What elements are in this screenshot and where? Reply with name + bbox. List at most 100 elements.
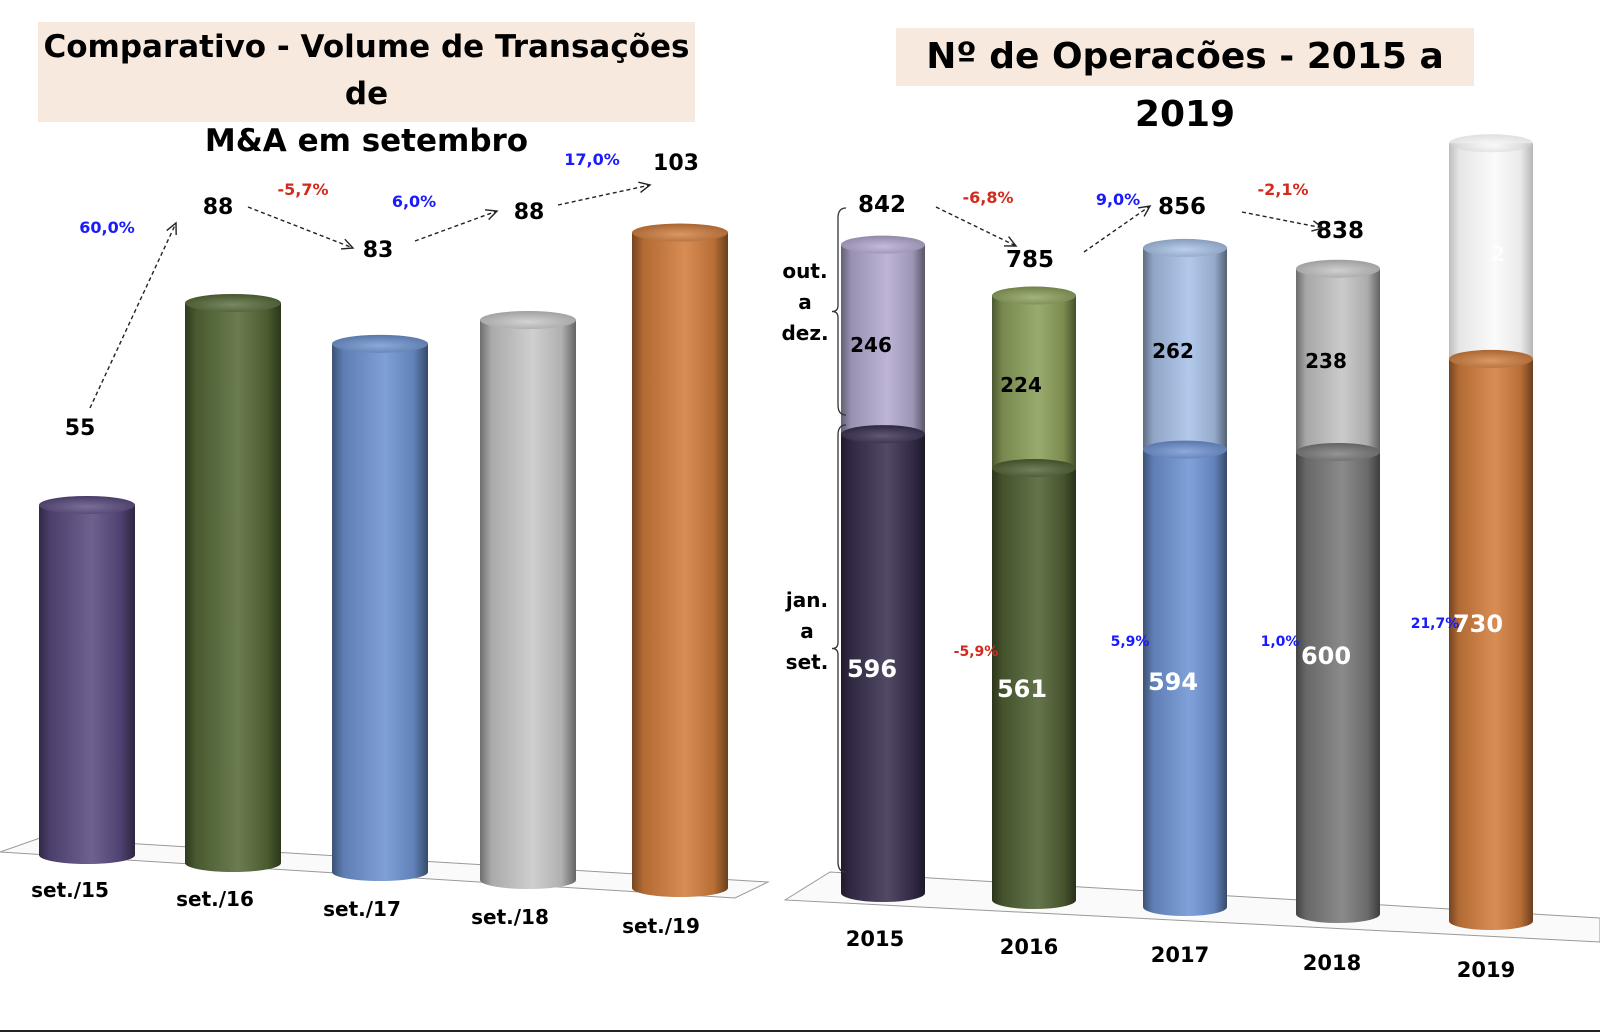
bar-set19-body: [632, 232, 728, 897]
bar-upper-2016-cap: [992, 286, 1076, 305]
left-chart: 55 88 83 88 103 set./15 set./16 set./17 set./18 s…: [0, 150, 770, 938]
lower-segment-label-4: 730: [1453, 610, 1503, 638]
category-label-0: set./15: [31, 878, 109, 902]
bar-lower-2019: [1449, 349, 1533, 930]
value-label-2: 83: [363, 238, 394, 263]
bar-set17: [332, 334, 428, 881]
bar-set16-body: [185, 303, 281, 872]
bar-upper-2016-body: [992, 295, 1076, 478]
value-label-3: 88: [514, 200, 545, 225]
bar-lower-2017: [1143, 440, 1227, 916]
bar-set19-cap: [632, 223, 728, 242]
bar-upper-2015-cap: [841, 235, 925, 254]
ytd-change-label-1: 5,9%: [1111, 634, 1150, 650]
upper-segment-label-0: 246: [850, 333, 892, 357]
total-arrow-0: [935, 206, 1018, 247]
brace-out-dez: [831, 207, 847, 416]
ytd-change-label-3: 21,7%: [1411, 616, 1460, 632]
total-arrow-1: [1083, 205, 1152, 253]
bar-upper-2015-body: [841, 244, 925, 444]
upper-segment-label-3: 238: [1305, 349, 1347, 373]
category-label-1: set./16: [176, 887, 254, 911]
change-label-0: 60,0%: [79, 218, 135, 237]
bar-lower-2018-body: [1296, 452, 1380, 923]
bar-upper-2019-body: [1449, 143, 1533, 368]
bar-lower-2016: [992, 459, 1076, 909]
bar-set17-body: [332, 343, 428, 881]
series-label-out-dez-0: out.: [782, 259, 827, 283]
change-label-2: 6,0%: [392, 192, 436, 211]
bar-set18: [480, 311, 576, 889]
bar-lower-2018-cap: [1296, 443, 1380, 461]
bar-set16-cap: [185, 294, 281, 312]
lower-segment-label-1: 561: [997, 675, 1047, 703]
category-label-2019: 2019: [1457, 958, 1515, 982]
change-label-1: -5,7%: [277, 180, 328, 199]
bar-upper-2015: [841, 235, 925, 444]
category-label-2: set./17: [323, 897, 401, 921]
bar-upper-2016: [992, 286, 1076, 478]
bar-upper-2017-cap: [1143, 238, 1227, 257]
series-label-jan-set-0: jan.: [785, 588, 828, 612]
category-label-4: set./19: [622, 914, 700, 938]
bar-lower-2017-cap: [1143, 440, 1227, 459]
total-label-0: 842: [858, 192, 906, 218]
bar-lower-2019-cap: [1449, 349, 1533, 368]
bar-upper-2018-body: [1296, 268, 1380, 461]
bar-set18-body: [480, 320, 576, 889]
upper-segment-label-1: 224: [1000, 373, 1042, 397]
total-arrow-2: [1241, 211, 1325, 232]
bar-lower-2018: [1296, 443, 1380, 923]
bar-lower-2015: [841, 425, 925, 902]
change-arrow-3: [557, 181, 652, 206]
value-label-0: 55: [65, 416, 96, 441]
change-label-3: 17,0%: [564, 150, 620, 169]
category-label-3: set./18: [471, 905, 549, 929]
upper-segment-label-2: 262: [1152, 339, 1194, 363]
category-label-2016: 2016: [1000, 935, 1058, 959]
total-change-label-0: -6,8%: [962, 188, 1013, 207]
bar-lower-2017-body: [1143, 449, 1227, 916]
right-chart: 596 561 594 600 730 246 224 262 238 2 842 785 856 838…: [781, 134, 1600, 982]
right-chart-title: Nº de Operacões - 2015 a 2019: [896, 28, 1474, 135]
category-label-2017: 2017: [1151, 943, 1209, 967]
bar-lower-2019-body: [1449, 358, 1533, 930]
bar-upper-2017-body: [1143, 247, 1227, 459]
total-label-1: 785: [1006, 247, 1054, 273]
total-label-2: 856: [1158, 194, 1206, 220]
bar-lower-2016-body: [992, 468, 1076, 909]
upper-segment-label-4: 2: [1491, 242, 1505, 266]
bar-upper-2019-cap: [1449, 134, 1533, 153]
total-change-label-1: 9,0%: [1096, 190, 1140, 209]
lower-segment-label-2: 594: [1148, 668, 1198, 696]
bar-set17-cap: [332, 334, 428, 353]
bar-upper-2017: [1143, 238, 1227, 459]
brace-jan-set: [831, 424, 847, 873]
bar-lower-2016-cap: [992, 459, 1076, 478]
value-label-4: 103: [653, 151, 699, 176]
category-label-2015: 2015: [846, 927, 904, 951]
bar-upper-2018-cap: [1296, 259, 1380, 278]
bar-set19: [632, 223, 728, 897]
bar-set15-body: [39, 505, 135, 864]
bar-lower-2015-cap: [841, 425, 925, 444]
change-arrow-2: [414, 209, 499, 242]
series-label-jan-set-1: a: [800, 619, 814, 643]
total-change-label-2: -2,1%: [1257, 180, 1308, 199]
category-label-2018: 2018: [1303, 951, 1361, 975]
value-label-1: 88: [203, 195, 234, 220]
bar-set15: [39, 496, 135, 864]
left-chart-title-line-2: M&A em setembro: [204, 123, 529, 159]
series-label-jan-set-2: set.: [786, 650, 829, 674]
left-chart-title-line-1: Comparativo - Volume de Transações de: [43, 29, 690, 112]
lower-segment-label-3: 600: [1301, 642, 1351, 670]
change-arrow-1: [247, 206, 355, 250]
ytd-change-label-2: 1,0%: [1261, 634, 1300, 650]
bar-upper-2019: [1449, 134, 1533, 368]
lower-segment-label-0: 596: [847, 655, 897, 683]
total-label-3: 838: [1316, 218, 1364, 244]
bar-lower-2015-body: [841, 434, 925, 902]
bar-set15-cap: [39, 496, 135, 514]
change-arrow-0: [89, 221, 177, 409]
